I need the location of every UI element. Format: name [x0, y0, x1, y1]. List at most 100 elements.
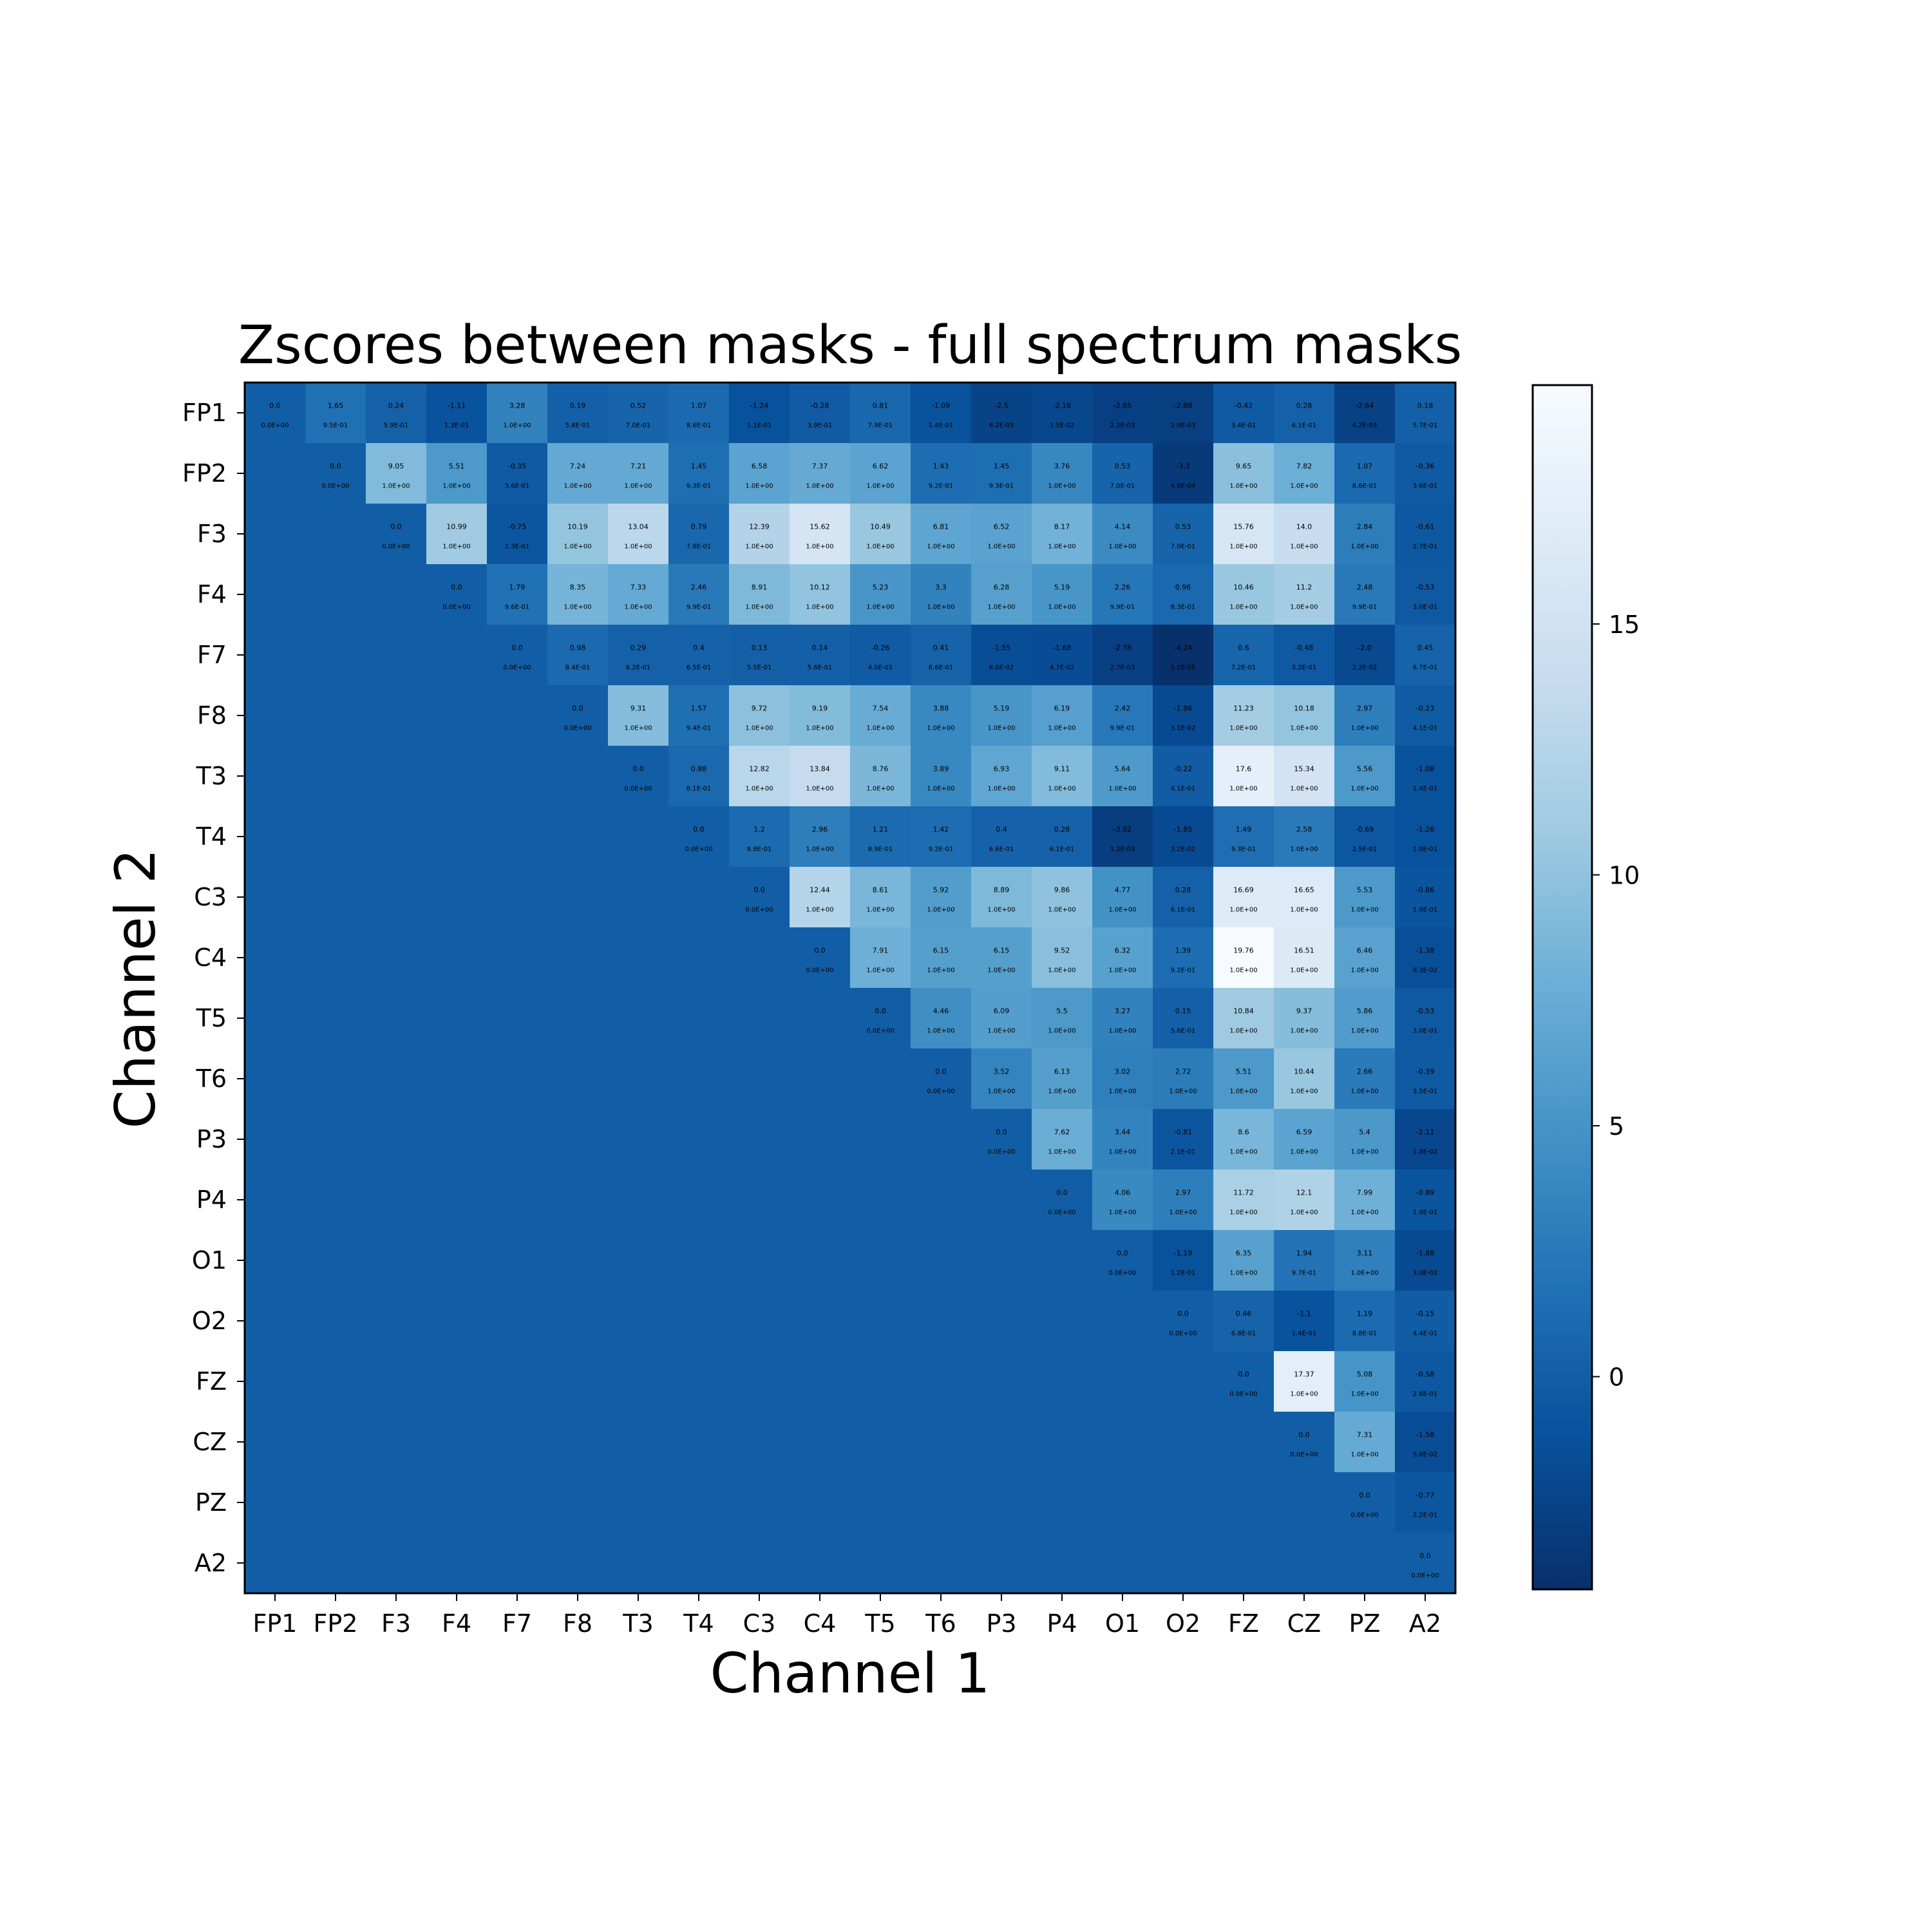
cell-probability-label: 8.6E-01: [1352, 483, 1378, 490]
cell-zscore-label: 3.28: [509, 401, 526, 410]
heatmap-cell-f3-t5: [850, 504, 911, 565]
heatmap-cell-f4-fz: [1213, 564, 1274, 625]
heatmap-cell-o1-t5: [850, 1230, 911, 1291]
cell-probability-label: 6.0E-02: [989, 665, 1014, 672]
heatmap-cell-fp2-f8: [547, 443, 609, 504]
heatmap-cell-f3-c4: [790, 504, 851, 565]
heatmap-cell-fp1-pz: [1334, 383, 1396, 444]
cell-probability-label: 1.0E+00: [1229, 1028, 1257, 1035]
cell-probability-label: 7.9E-01: [868, 422, 893, 430]
cell-zscore-label: 2.66: [1357, 1067, 1373, 1075]
cell-probability-label: 1.0E+00: [866, 786, 894, 793]
cell-probability-label: 1.0E+00: [1350, 544, 1378, 551]
heatmap-cell-fp1-t5: [850, 383, 911, 444]
cell-probability-label: 0.0E+00: [624, 786, 652, 793]
heatmap-cell-f7-t4: [668, 625, 730, 686]
cell-zscore-label: 0.98: [570, 643, 586, 652]
cell-zscore-label: 12.82: [749, 764, 770, 773]
heatmap-cell-pz-f7: [487, 1472, 548, 1533]
heatmap-cell-fp2-t5: [850, 443, 911, 504]
heatmap-cell-o2-o1: [1092, 1291, 1153, 1352]
heatmap-cell-t4-p4: [1032, 806, 1093, 867]
cell-probability-label: 1.0E+00: [1169, 1209, 1197, 1217]
cell-probability-label: 8.8E-01: [747, 846, 772, 853]
heatmap-cell-t3-fz: [1213, 746, 1274, 807]
cell-zscore-label: 0.0: [1056, 1188, 1068, 1197]
cell-zscore-label: 11.72: [1233, 1188, 1254, 1197]
heatmap-cell-f3-fz: [1213, 504, 1274, 565]
cell-probability-label: 6.8E-01: [1231, 1331, 1256, 1338]
cell-zscore-label: -1.86: [1174, 704, 1192, 712]
cell-zscore-label: 1.19: [1357, 1309, 1373, 1318]
heatmap-cell-cz-t6: [911, 1412, 972, 1473]
cell-probability-label: 1.0E+00: [806, 907, 833, 914]
heatmap-cell-fp2-f4: [426, 443, 488, 504]
cell-zscore-label: -0.48: [1295, 643, 1313, 652]
heatmap-cell-fz-pz: [1334, 1351, 1396, 1412]
heatmap-cell-p3-t3: [608, 1109, 669, 1170]
cell-probability-label: 6.1E-01: [1050, 846, 1075, 853]
heatmap-cell-o2-pz: [1334, 1291, 1396, 1352]
cell-zscore-label: 5.4: [1359, 1128, 1370, 1136]
heatmap-cell-f3-cz: [1274, 504, 1335, 565]
x-tick-label: O1: [1105, 1609, 1140, 1638]
cell-zscore-label: 0.19: [570, 401, 586, 410]
heatmap-cell-t5-fz: [1213, 988, 1274, 1049]
cell-zscore-label: -2.64: [1356, 401, 1374, 410]
cell-zscore-label: 0.41: [933, 643, 949, 652]
cell-zscore-label: -1.68: [1053, 643, 1071, 652]
y-tick-label: CZ: [193, 1428, 227, 1456]
cell-zscore-label: -2.85: [1113, 401, 1132, 410]
heatmap-cell-f4-o2: [1153, 564, 1214, 625]
cell-probability-label: 0.0E+00: [1350, 1512, 1378, 1519]
cell-zscore-label: 15.76: [1233, 522, 1254, 531]
heatmap-cell-t4-cz: [1274, 806, 1335, 867]
cell-zscore-label: -0.69: [1356, 825, 1374, 833]
heatmap-cell-a2-t6: [911, 1533, 972, 1594]
cell-probability-label: 1.0E+00: [866, 725, 894, 732]
heatmap-cell-fp2-pz: [1334, 443, 1396, 504]
heatmap-cell-pz-p3: [971, 1472, 1032, 1533]
cell-zscore-label: 9.05: [388, 462, 404, 470]
heatmap-cell-t5-o2: [1153, 988, 1214, 1049]
heatmap-cell-fz-p4: [1032, 1351, 1093, 1412]
heatmap-cell-o1-c4: [790, 1230, 851, 1291]
cell-probability-label: 1.0E+00: [1229, 967, 1257, 974]
heatmap-cell-c3-fp2: [305, 867, 366, 928]
cell-zscore-label: 5.51: [1236, 1067, 1252, 1075]
cell-probability-label: 0.0E+00: [1048, 1209, 1075, 1217]
y-tick-label: T6: [196, 1065, 227, 1093]
cell-zscore-label: 15.62: [810, 522, 830, 531]
cell-zscore-label: 1.65: [328, 401, 344, 410]
cell-probability-label: 9.2E-01: [929, 846, 954, 853]
heatmap-cell-f4-c4: [790, 564, 851, 625]
colorbar: 0 5 10 15: [1531, 384, 1640, 1591]
heatmap-cell-f8-f3: [366, 685, 427, 746]
heatmap-cell-t5-fp2: [305, 988, 366, 1049]
heatmap-cell-p4-fp1: [245, 1170, 306, 1231]
heatmap-cell-f4-o1: [1092, 564, 1153, 625]
heatmap-cell-a2-o2: [1153, 1533, 1214, 1594]
cell-zscore-label: 9.86: [1054, 886, 1070, 894]
heatmap-cell-c4-fp2: [305, 927, 366, 989]
cell-zscore-label: 0.4: [996, 825, 1007, 833]
cell-zscore-label: 8.35: [570, 583, 586, 591]
cell-probability-label: 1.0E+00: [1290, 846, 1318, 853]
cell-zscore-label: 6.28: [994, 583, 1010, 591]
cell-zscore-label: 8.89: [994, 886, 1010, 894]
heatmap-cell-fp1-a2: [1395, 383, 1456, 444]
cell-zscore-label: 19.76: [1233, 946, 1254, 954]
cell-probability-label: 1.4E-01: [1292, 1331, 1317, 1338]
heatmap-cell-fz-f7: [487, 1351, 548, 1412]
heatmap-cell-fp2-fp2: [305, 443, 366, 504]
x-tick-label: T5: [864, 1609, 895, 1638]
cell-probability-label: 1.0E+00: [927, 604, 954, 611]
cell-probability-label: 9.3E-01: [687, 483, 712, 490]
cell-zscore-label: -2.16: [1053, 401, 1071, 410]
heatmap-cell-fp1-t6: [911, 383, 972, 444]
heatmap-cell-fp2-cz: [1274, 443, 1335, 504]
heatmap-cell-f3-f3: [366, 504, 427, 565]
cell-probability-label: 0.0E+00: [1229, 1391, 1257, 1398]
heatmap-cell-f7-fp1: [245, 625, 306, 686]
